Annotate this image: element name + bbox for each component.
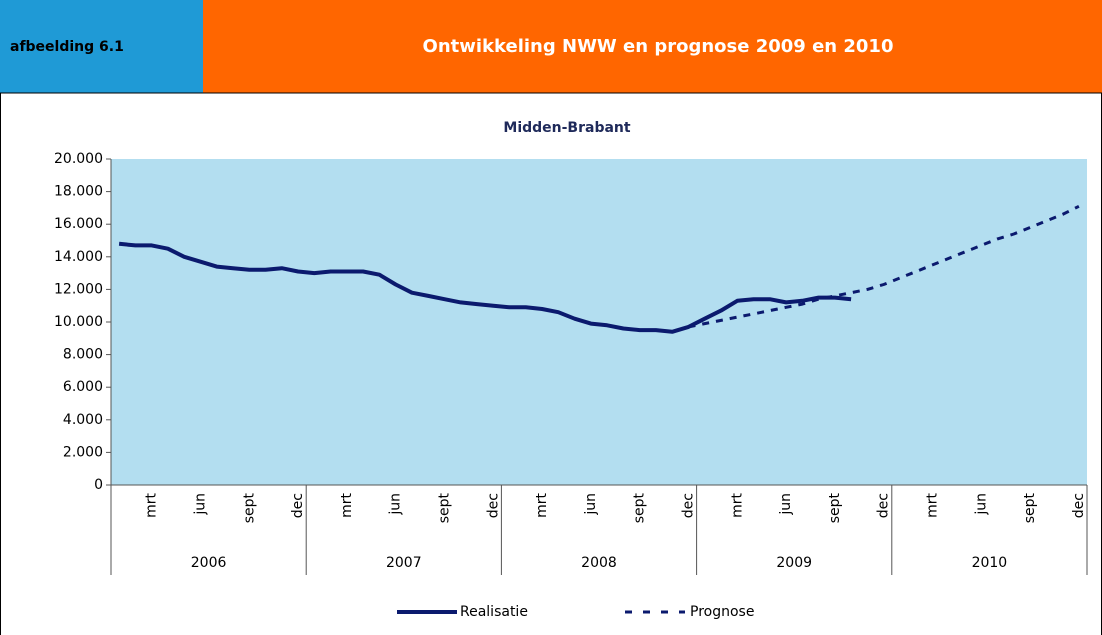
- y-tick-label: 4.000: [63, 412, 103, 428]
- y-tick-label: 6.000: [63, 379, 103, 395]
- x-tick-label: mrt: [534, 492, 550, 517]
- x-tick-label: sept: [1022, 493, 1038, 524]
- x-tick-label: sept: [241, 493, 257, 524]
- x-tick-label: mrt: [924, 492, 940, 517]
- x-group-label: 2006: [191, 555, 227, 571]
- header-title-box: [203, 0, 1102, 93]
- x-tick-label: mrt: [729, 492, 745, 517]
- plot-area: [111, 159, 1087, 485]
- x-group-label: 2008: [581, 555, 617, 571]
- y-tick-label: 18.000: [54, 184, 103, 200]
- x-tick-label: dec: [1071, 493, 1087, 518]
- x-group-label: 2007: [386, 555, 422, 571]
- x-tick-label: sept: [827, 493, 843, 524]
- x-tick-label: dec: [290, 493, 306, 518]
- legend-label: Prognose: [690, 604, 754, 620]
- x-tick-label: mrt: [339, 492, 355, 517]
- y-tick-label: 0: [94, 477, 103, 493]
- y-tick-label: 16.000: [54, 216, 103, 232]
- x-tick-label: jun: [192, 493, 208, 516]
- header-label-box: [0, 0, 203, 93]
- series-line: [688, 204, 1080, 329]
- chart-title: Midden-Brabant: [503, 120, 631, 136]
- x-tick-label: dec: [485, 493, 501, 518]
- x-tick-label: jun: [778, 493, 794, 516]
- x-tick-label: dec: [876, 493, 892, 518]
- x-tick-label: dec: [680, 493, 696, 518]
- legend-label: Realisatie: [460, 604, 528, 620]
- y-tick-label: 10.000: [54, 314, 103, 330]
- y-tick-label: 20.000: [54, 151, 103, 167]
- y-tick-label: 2.000: [63, 444, 103, 460]
- header-title: Ontwikkeling NWW en prognose 2009 en 201…: [423, 36, 894, 57]
- x-tick-label: mrt: [144, 492, 160, 517]
- x-group-label: 2010: [972, 555, 1008, 571]
- x-tick-label: jun: [583, 493, 599, 516]
- header-label: afbeelding 6.1: [10, 39, 124, 55]
- x-tick-label: sept: [632, 493, 648, 524]
- x-tick-label: jun: [973, 493, 989, 516]
- x-tick-label: jun: [388, 493, 404, 516]
- x-group-label: 2009: [776, 555, 812, 571]
- y-tick-label: 14.000: [54, 249, 103, 265]
- y-tick-label: 12.000: [54, 281, 103, 297]
- y-tick-label: 8.000: [63, 347, 103, 363]
- x-tick-label: sept: [436, 493, 452, 524]
- series-line: [118, 241, 852, 334]
